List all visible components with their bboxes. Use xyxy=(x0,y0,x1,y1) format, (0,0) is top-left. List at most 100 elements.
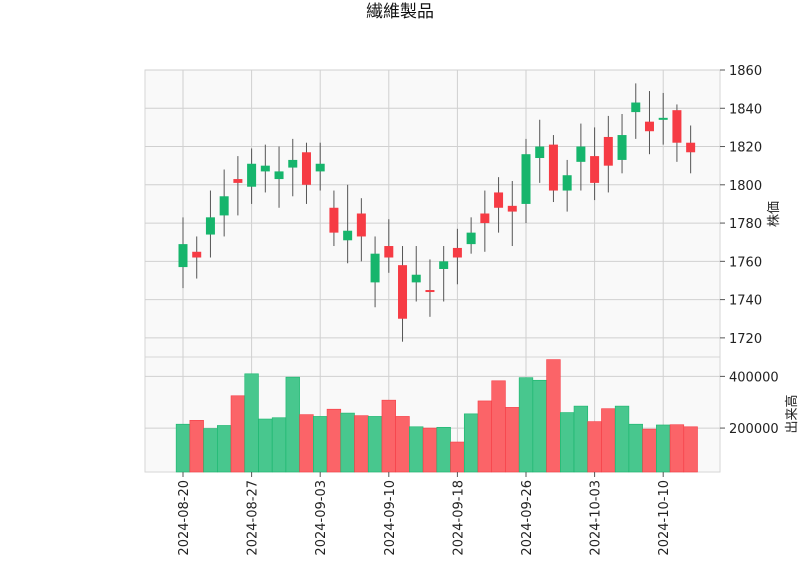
price-tick-label: 1860 xyxy=(729,64,762,79)
volume-bar xyxy=(587,421,602,473)
candle-body xyxy=(356,213,366,237)
candle-body xyxy=(452,247,462,258)
volume-bar xyxy=(560,412,575,473)
candle-body xyxy=(617,135,627,160)
volume-bar xyxy=(450,441,465,473)
x-tick-label: 2024-08-20 xyxy=(177,480,192,556)
candle-body xyxy=(398,265,408,319)
volume-bar xyxy=(628,423,643,473)
candle-body xyxy=(658,117,668,120)
candle-body xyxy=(507,205,517,212)
volume-bar xyxy=(285,376,300,473)
candle-body xyxy=(205,217,215,235)
volume-bar xyxy=(189,420,204,473)
volume-bar xyxy=(340,412,355,473)
candle-body xyxy=(425,290,435,293)
x-tick-label: 2024-09-18 xyxy=(451,480,466,556)
volume-bars xyxy=(175,359,698,473)
price-tick-label: 1740 xyxy=(729,294,762,309)
candle-body xyxy=(590,156,600,183)
volume-bar xyxy=(395,416,410,473)
price-tick-label: 1840 xyxy=(729,102,762,117)
candle-body xyxy=(260,165,270,172)
x-tick-label: 2024-09-10 xyxy=(383,480,398,556)
volume-bar xyxy=(203,428,218,473)
volume-bar xyxy=(271,417,287,473)
volume-bar xyxy=(299,414,314,473)
volume-bar xyxy=(326,408,342,473)
candle-body xyxy=(521,154,531,204)
volume-tick-label: 200000 xyxy=(729,422,779,437)
candle-body xyxy=(288,159,298,168)
volume-bar xyxy=(518,377,534,473)
candle-body xyxy=(411,274,421,283)
volume-bar xyxy=(230,395,246,473)
chart-title: 繊維製品 xyxy=(366,2,434,22)
candle-body xyxy=(384,246,394,258)
candles xyxy=(178,83,696,342)
volume-bar xyxy=(656,424,671,473)
candle-body xyxy=(466,232,476,245)
volume-bar xyxy=(683,426,698,473)
volume-bar xyxy=(422,427,438,473)
price-tick-label: 1780 xyxy=(729,217,762,232)
volume-bar xyxy=(669,424,685,473)
volume-bar xyxy=(258,418,273,473)
volume-bar xyxy=(367,416,383,473)
candle-body xyxy=(672,110,682,143)
candle-body xyxy=(219,196,229,216)
y-axis: 1720 1740 1760 1780 1800 1820 1840 1860 200000 40… xyxy=(720,64,779,437)
candle-body xyxy=(631,102,641,113)
volume-bar xyxy=(532,379,547,473)
price-axis-label: 株価 xyxy=(767,201,782,227)
x-tick-label: 2024-09-26 xyxy=(520,480,535,556)
volume-bar xyxy=(601,408,616,473)
candle-body xyxy=(480,213,490,224)
volume-bar xyxy=(491,380,506,473)
candle-body xyxy=(178,244,188,268)
candle-body xyxy=(370,253,380,283)
volume-bar xyxy=(381,399,396,473)
x-axis: 2024-08-20 2024-08-27 2024-09-03 2024-09-10… xyxy=(177,472,672,556)
volume-bar xyxy=(313,416,328,473)
candle-body xyxy=(192,251,202,258)
volume-bar xyxy=(573,405,589,473)
volume-bar xyxy=(505,407,520,473)
volume-axis-label: 出来高 xyxy=(784,394,800,433)
candle-body xyxy=(548,144,558,191)
price-tick-label: 1800 xyxy=(729,179,762,194)
volume-bar xyxy=(175,423,191,473)
candle-body xyxy=(494,192,504,208)
candle-body xyxy=(644,121,654,132)
candle-body xyxy=(301,152,311,185)
volume-bar xyxy=(217,425,232,473)
price-panel xyxy=(144,69,721,358)
candle-body xyxy=(343,230,353,241)
candle-body xyxy=(535,146,545,159)
candle-body xyxy=(603,136,613,166)
volume-bar xyxy=(244,373,259,473)
volume-bar xyxy=(614,405,630,473)
volume-bar xyxy=(436,426,451,473)
price-tick-label: 1720 xyxy=(729,332,762,347)
volume-tick-label: 400000 xyxy=(729,370,779,385)
volume-bar xyxy=(409,426,424,473)
candle-body xyxy=(439,261,449,269)
candle-body xyxy=(315,163,325,172)
candle-body xyxy=(686,142,696,153)
x-tick-label: 2024-10-10 xyxy=(657,480,672,556)
price-tick-label: 1760 xyxy=(729,255,762,270)
candle-body xyxy=(247,163,257,187)
volume-bar xyxy=(546,359,561,473)
x-tick-label: 2024-08-27 xyxy=(246,480,261,556)
volume-bar xyxy=(354,415,369,473)
candle-body xyxy=(274,171,284,180)
candle-body xyxy=(329,207,339,233)
x-tick-label: 2024-09-03 xyxy=(314,480,329,556)
x-tick-label: 2024-10-03 xyxy=(589,480,604,556)
candle-body xyxy=(233,179,243,183)
volume-bar xyxy=(477,400,492,473)
candle-body xyxy=(562,175,572,191)
volume-bar xyxy=(642,428,657,473)
